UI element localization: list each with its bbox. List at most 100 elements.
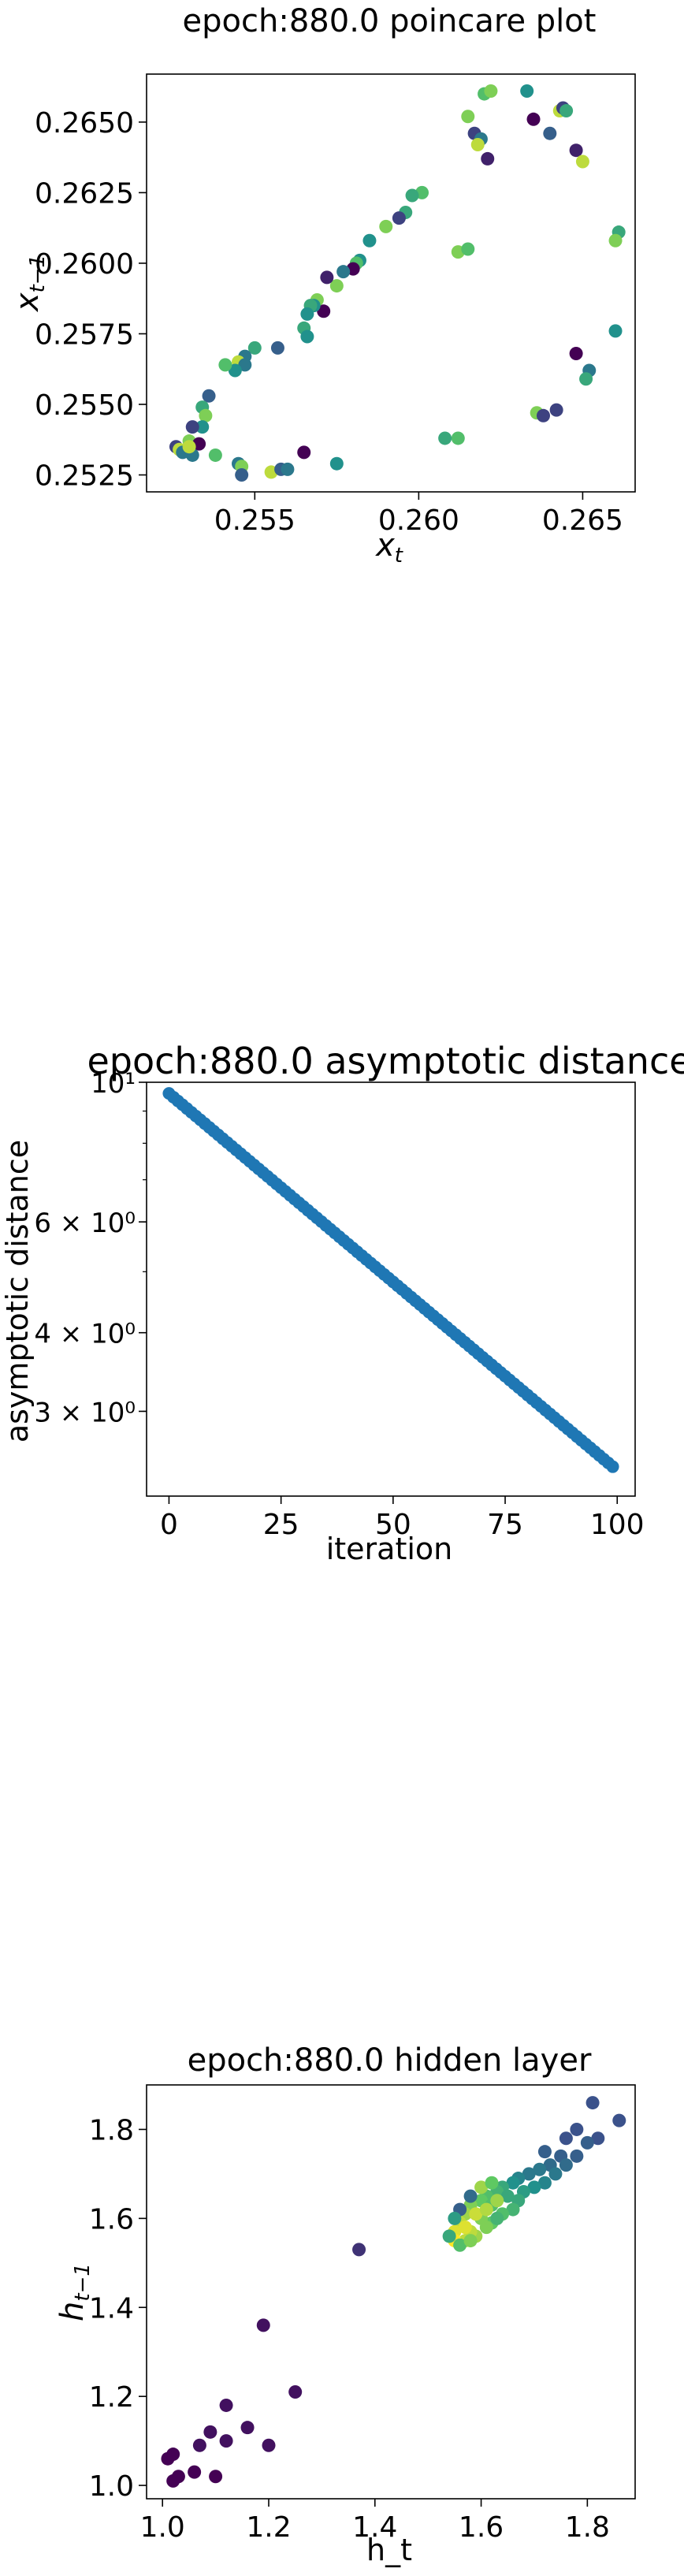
- data-point: [479, 2202, 493, 2217]
- data-point: [192, 2438, 206, 2452]
- plot-frame: [146, 2084, 636, 2500]
- x-tick-label: 0.265: [542, 504, 623, 537]
- data-point: [533, 2162, 547, 2176]
- data-point: [199, 408, 213, 423]
- x-tick-label: 1.8: [565, 2511, 610, 2544]
- data-point: [379, 219, 393, 233]
- y-tick-label: 3 × 10⁰: [34, 1397, 136, 1428]
- data-point: [448, 2211, 462, 2225]
- x-tick-label: 0: [160, 1509, 178, 1541]
- data-point: [612, 2113, 626, 2127]
- data-point: [585, 2096, 600, 2110]
- data-point: [300, 307, 314, 321]
- data-point: [570, 2122, 584, 2136]
- data-point: [362, 233, 377, 248]
- data-point: [300, 329, 314, 344]
- y-tick-label: 0.2550: [35, 389, 134, 422]
- data-point: [438, 431, 452, 445]
- data-point: [537, 2145, 552, 2159]
- data-point: [463, 2189, 478, 2203]
- data-point: [591, 2131, 605, 2146]
- y-tick-label: 1.4: [89, 2292, 134, 2325]
- data-point: [569, 347, 583, 361]
- data-point: [461, 110, 475, 124]
- data-point: [270, 341, 284, 355]
- data-point: [405, 188, 419, 203]
- y-tick-label: 1.2: [89, 2381, 134, 2414]
- data-point: [608, 324, 623, 338]
- data-point: [218, 358, 232, 372]
- data-point: [458, 2220, 472, 2235]
- plot-frame: [146, 73, 636, 493]
- data-point: [520, 84, 534, 98]
- data-point: [182, 440, 196, 454]
- data-point: [484, 84, 498, 98]
- x-axis-label: xt: [374, 527, 403, 568]
- y-tick-label: 1.0: [89, 2470, 134, 2503]
- data-point: [606, 1460, 619, 1473]
- y-tick-label: 0.2575: [35, 318, 134, 351]
- data-point: [536, 408, 550, 423]
- x-tick-label: 50: [375, 1509, 411, 1541]
- y-tick-label: 1.6: [89, 2203, 134, 2235]
- hidden-layer-ticks: 1.0 1.2 1.4 1.6 1.8 1.0 1.2 1.4 1.6 1.8: [89, 2114, 610, 2544]
- data-point: [461, 242, 475, 256]
- data-point: [526, 112, 541, 126]
- data-point: [262, 2438, 276, 2452]
- y-tick-label: 6 × 10⁰: [34, 1208, 136, 1239]
- data-point: [575, 154, 589, 169]
- x-tick-label: 1.6: [459, 2511, 504, 2544]
- data-point: [506, 2176, 520, 2190]
- x-tick-label: 75: [487, 1509, 523, 1541]
- data-point: [485, 2176, 499, 2190]
- data-point: [209, 2470, 223, 2484]
- data-point: [579, 372, 593, 386]
- data-point: [171, 2470, 185, 2484]
- asymptotic-distance-chart: epoch:880.0 asymptotic distance 0 25 50 75 1…: [0, 1040, 684, 1566]
- data-point: [481, 151, 495, 166]
- distance-ticks: 0 25 50 75 100 3 × 10⁰ 4 × 10⁰ 6 × 10⁰ 10¹: [34, 1068, 644, 1541]
- hidden-layer-chart: epoch:880.0 hidden layer 1.0 1.2 1.4 1.6 1.8…: [54, 2042, 636, 2567]
- data-point: [470, 138, 485, 152]
- data-point: [537, 2176, 552, 2190]
- data-point: [166, 2448, 180, 2462]
- data-point: [392, 211, 406, 225]
- data-point: [288, 2385, 303, 2399]
- poincare-points: [169, 84, 626, 482]
- data-point: [235, 468, 249, 482]
- data-point: [453, 2238, 467, 2252]
- hidden-layer-points: [161, 2096, 626, 2488]
- data-point: [329, 456, 344, 471]
- x-tick-label: 25: [263, 1509, 299, 1541]
- y-tick-label: 0.2525: [35, 460, 134, 493]
- data-point: [608, 233, 623, 248]
- data-point: [559, 2131, 573, 2146]
- x-tick-label: 0.260: [378, 504, 459, 537]
- data-point: [320, 270, 334, 285]
- x-tick-label: 1.4: [352, 2511, 397, 2544]
- distance-points: [162, 1087, 619, 1473]
- y-axis-label: xt−1: [9, 255, 50, 313]
- data-point: [490, 2211, 504, 2225]
- data-point: [500, 2189, 515, 2203]
- data-point: [522, 2167, 536, 2181]
- poincare-ticks: 0.255 0.260 0.265 0.2525 0.2550 0.2575 0.2600 0…: [35, 107, 623, 537]
- data-point: [188, 2465, 202, 2479]
- data-point: [281, 462, 295, 476]
- data-point: [442, 2229, 456, 2243]
- data-point: [297, 445, 311, 460]
- y-tick-label: 0.2650: [35, 107, 134, 140]
- y-axis-label: asymptotic distance: [0, 1140, 35, 1442]
- data-point: [219, 2398, 233, 2412]
- x-tick-label: 1.2: [246, 2511, 291, 2544]
- y-tick-label: 0.2600: [35, 248, 134, 281]
- data-point: [208, 448, 222, 462]
- data-point: [247, 341, 262, 355]
- plot-frame: [146, 1081, 636, 1497]
- x-tick-label: 100: [590, 1509, 645, 1541]
- x-axis-label: iteration: [326, 1532, 453, 1566]
- data-point: [549, 403, 563, 417]
- data-point: [506, 2202, 520, 2217]
- data-point: [219, 2434, 233, 2448]
- data-point: [559, 104, 574, 118]
